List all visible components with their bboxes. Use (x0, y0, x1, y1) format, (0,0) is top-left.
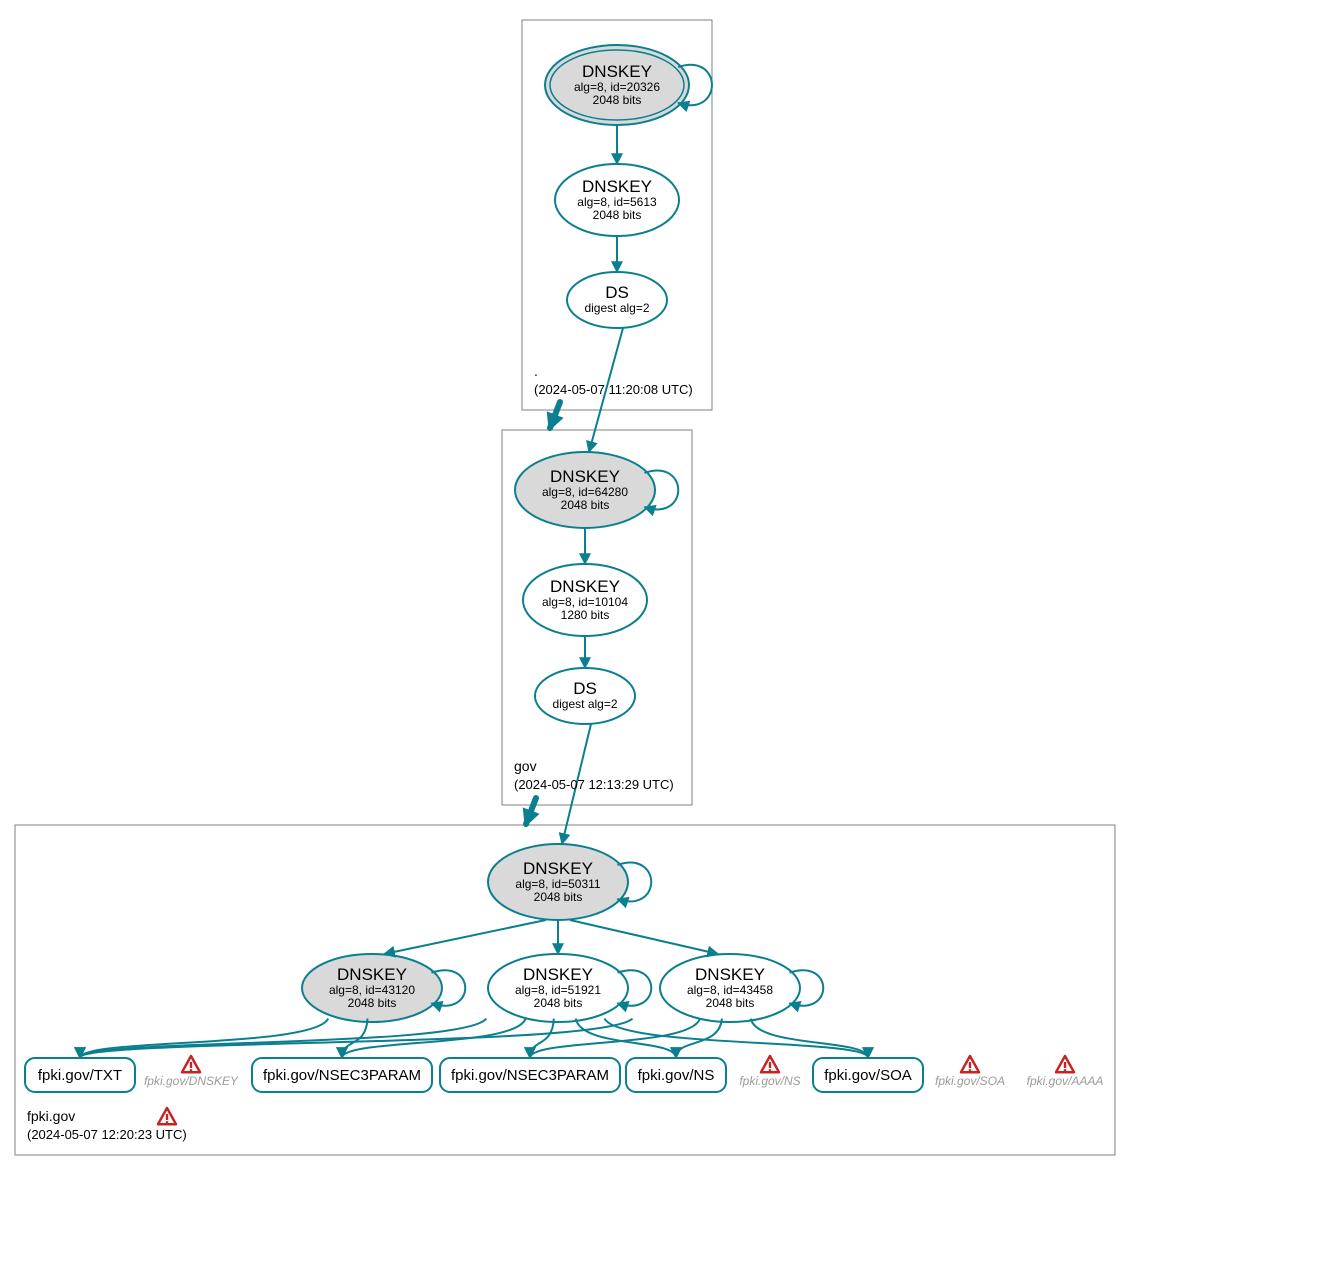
warn-label: fpki.gov/NS (739, 1074, 800, 1088)
sig-edge (80, 1019, 328, 1058)
sig-edge (80, 1019, 486, 1058)
sig-edge (751, 1019, 868, 1058)
node-sub2: 2048 bits (348, 996, 397, 1010)
warn-label: fpki.gov/AAAA (1027, 1074, 1104, 1088)
node-title: DS (573, 679, 597, 698)
node-sub2: 2048 bits (561, 498, 610, 512)
zone-delegation-arrow (550, 402, 560, 428)
node-sub1: alg=8, id=51921 (515, 983, 601, 997)
node-title: DNSKEY (582, 62, 652, 81)
edge (384, 920, 546, 954)
zone-timestamp: (2024-05-07 12:20:23 UTC) (27, 1127, 187, 1142)
node-title: DS (605, 283, 629, 302)
sig-edge (576, 1019, 676, 1058)
node-sub1: alg=8, id=10104 (542, 595, 628, 609)
zone-timestamp: (2024-05-07 12:13:29 UTC) (514, 777, 674, 792)
node-sub1: alg=8, id=64280 (542, 485, 628, 499)
node-fpki43120: DNSKEYalg=8, id=431202048 bits (302, 954, 465, 1022)
node-fpkiKSK: DNSKEYalg=8, id=503112048 bits (488, 844, 651, 920)
node-title: DNSKEY (695, 965, 765, 984)
zone-label: . (534, 363, 538, 379)
node-sub2: 1280 bits (561, 608, 610, 622)
node-title: DNSKEY (523, 859, 593, 878)
warning-icon (761, 1056, 779, 1072)
node-govDS: DSdigest alg=2 (535, 668, 635, 724)
node-sub2: 2048 bits (534, 890, 583, 904)
zone-timestamp: (2024-05-07 11:20:08 UTC) (534, 382, 693, 397)
zone-label: gov (514, 758, 537, 774)
node-sub1: alg=8, id=50311 (515, 877, 601, 891)
node-sub1: digest alg=2 (552, 697, 617, 711)
sig-edge (530, 1019, 554, 1058)
warning-icon (961, 1056, 979, 1072)
rr-label: fpki.gov/NSEC3PARAM (451, 1067, 609, 1084)
node-rootDS: DSdigest alg=2 (567, 272, 667, 328)
node-sub1: alg=8, id=20326 (574, 80, 660, 94)
node-fpki43458: DNSKEYalg=8, id=434582048 bits (660, 954, 823, 1022)
node-title: DNSKEY (550, 467, 620, 486)
edge (570, 920, 718, 954)
node-sub2: 2048 bits (534, 996, 583, 1010)
rr-label: fpki.gov/NS (638, 1067, 715, 1084)
node-rootKSK: DNSKEYalg=8, id=203262048 bits (545, 45, 712, 125)
node-sub1: alg=8, id=43458 (687, 983, 773, 997)
rr-label: fpki.gov/NSEC3PARAM (263, 1067, 421, 1084)
node-sub2: 2048 bits (706, 996, 755, 1010)
warning-icon (182, 1056, 200, 1072)
warn-label: fpki.gov/DNSKEY (144, 1074, 239, 1088)
node-sub2: 2048 bits (593, 208, 642, 222)
node-sub2: 2048 bits (593, 93, 642, 107)
node-fpki51921: DNSKEYalg=8, id=519212048 bits (488, 954, 651, 1022)
warn-label: fpki.gov/SOA (935, 1074, 1005, 1088)
node-sub1: alg=8, id=43120 (329, 983, 415, 997)
node-rootZSK: DNSKEYalg=8, id=56132048 bits (555, 164, 679, 236)
node-title: DNSKEY (550, 577, 620, 596)
warning-icon (158, 1108, 176, 1124)
node-govKSK: DNSKEYalg=8, id=642802048 bits (515, 452, 678, 528)
node-govZSK: DNSKEYalg=8, id=101041280 bits (523, 564, 647, 636)
warning-icon (1056, 1056, 1074, 1072)
node-title: DNSKEY (582, 177, 652, 196)
zone-label: fpki.gov (27, 1108, 75, 1124)
rr-label: fpki.gov/TXT (38, 1067, 122, 1084)
node-title: DNSKEY (523, 965, 593, 984)
zone-delegation-arrow (526, 798, 536, 824)
node-title: DNSKEY (337, 965, 407, 984)
node-sub1: alg=8, id=5613 (577, 195, 657, 209)
node-sub1: digest alg=2 (584, 301, 649, 315)
rr-label: fpki.gov/SOA (824, 1067, 912, 1084)
